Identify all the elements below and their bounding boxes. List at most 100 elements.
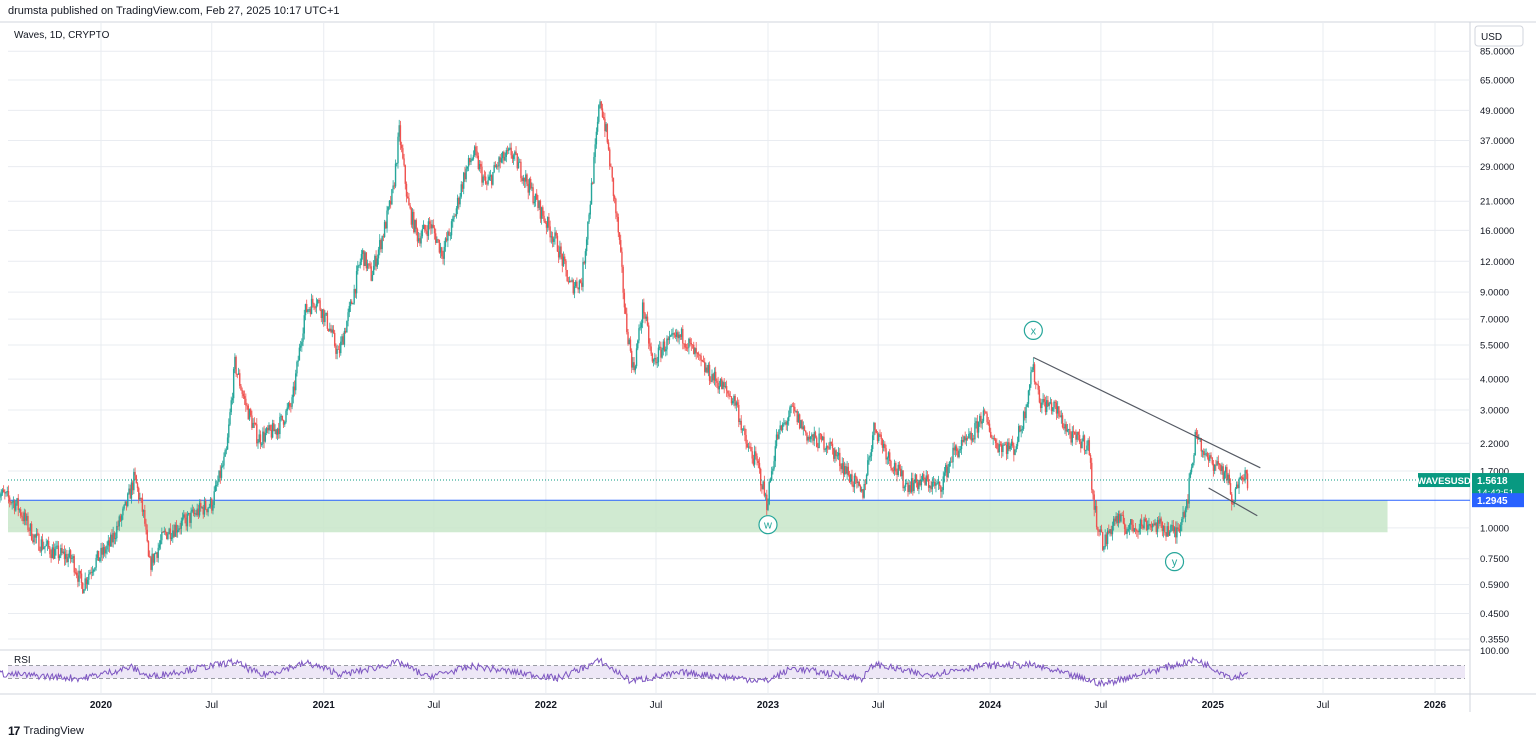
candle-body (83, 589, 85, 594)
candle-body (231, 398, 234, 401)
price-chart[interactable]: x w y RSI 85.0000 65.0000 49.0000 37.0000 29.0… (0, 0, 1536, 722)
candle-body (864, 484, 867, 485)
candle-body (438, 239, 441, 253)
candle-body (728, 393, 730, 397)
candle-body (369, 263, 371, 267)
candle-body (705, 367, 707, 372)
candle-body (850, 474, 852, 482)
candle-body (626, 313, 628, 333)
candle-body (239, 373, 241, 386)
candle-body (633, 362, 635, 371)
candle-body (584, 251, 587, 264)
candle-body (503, 151, 505, 161)
candle-body (128, 488, 130, 494)
candle-body (504, 156, 506, 161)
candle-body (320, 309, 323, 319)
candle-body (937, 481, 940, 484)
candle-body (436, 239, 438, 243)
candle-body (215, 485, 218, 486)
candle-body (178, 528, 180, 531)
candle-body (997, 448, 999, 453)
candle-body (982, 410, 985, 422)
candle-body (972, 438, 975, 440)
candle-body (596, 121, 599, 132)
candle-body (349, 301, 352, 307)
candle-body (232, 369, 235, 399)
candle-body (134, 471, 136, 476)
candle-body (794, 406, 796, 412)
drawings[interactable]: x w y (8, 320, 1470, 572)
candle-body (416, 229, 419, 242)
wave-label-x: x (1031, 325, 1037, 337)
candle-body (589, 204, 591, 215)
candle-body (363, 250, 365, 266)
candle-body (787, 416, 790, 422)
candle-body (388, 200, 391, 207)
candle-body (757, 460, 759, 463)
candle-body (873, 422, 875, 436)
candle-body (108, 540, 111, 547)
candle-body (226, 437, 229, 450)
candle-body (766, 494, 768, 510)
candle-body (33, 534, 35, 543)
footer[interactable]: 17 TradingView (8, 724, 84, 738)
candle-body (431, 224, 433, 229)
candle-body (275, 429, 277, 435)
candle-body (24, 512, 27, 521)
price-tick-label: 4.0000 (1480, 375, 1509, 386)
candle-body (1007, 442, 1009, 454)
candle-body (533, 201, 536, 204)
price-tick-label: 37.0000 (1480, 136, 1514, 147)
candle-body (623, 292, 626, 308)
candle-body (298, 347, 301, 361)
candle-body (551, 236, 554, 242)
candle-body (94, 567, 96, 570)
wave-label-w: w (763, 520, 772, 532)
candle-body (208, 506, 211, 508)
candle-body (949, 461, 952, 463)
candle-body (1232, 503, 1234, 505)
candle-body (284, 422, 286, 425)
candle-body (921, 474, 924, 480)
candle-body (1038, 389, 1041, 403)
candle-body (303, 315, 305, 334)
candle-body (180, 520, 183, 529)
candle-body (458, 197, 460, 205)
candle-body (292, 386, 295, 398)
candle-body (439, 247, 442, 253)
candle-body (295, 373, 297, 391)
candle-body (242, 393, 245, 397)
candle-body (1164, 526, 1166, 533)
candle-body (10, 501, 12, 504)
candle-body (835, 450, 837, 456)
candle-body (658, 346, 661, 348)
candle-body (174, 524, 176, 537)
candle-body (802, 426, 804, 429)
candle-body (75, 572, 78, 576)
candle-body (837, 452, 840, 456)
candle-body (673, 333, 675, 335)
candle-body (800, 420, 802, 429)
candle-body (4, 492, 6, 494)
candle-body (994, 439, 997, 443)
candle-body (1014, 449, 1016, 455)
candle-body (1171, 525, 1173, 526)
candle-body (39, 550, 41, 552)
candle-body (287, 403, 290, 408)
candle-body (1244, 470, 1246, 481)
candles (0, 99, 1249, 594)
candle-body (942, 476, 944, 491)
candle-body (1009, 445, 1011, 450)
candle-body (975, 421, 977, 424)
candle-body (712, 374, 714, 381)
candle-body (204, 500, 207, 510)
candle-body (427, 221, 430, 236)
candle-body (727, 390, 729, 394)
candle-body (874, 422, 876, 430)
candle-body (430, 223, 432, 229)
candle-body (534, 193, 537, 202)
candle-body (1156, 519, 1159, 532)
candle-body (1224, 467, 1227, 473)
candle-body (88, 574, 90, 580)
candle-body (1189, 472, 1192, 478)
